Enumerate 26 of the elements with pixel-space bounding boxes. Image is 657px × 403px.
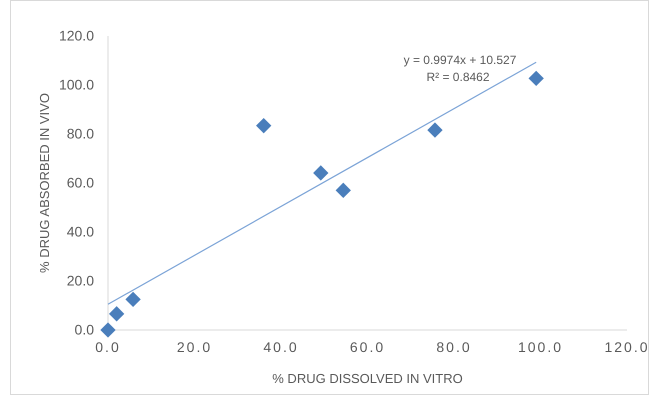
y-tick-label: 100.0 [58,76,94,92]
x-tick-label: 100.0 [518,338,564,355]
x-tick-label: 20.0 [176,338,212,355]
point [427,122,443,138]
point [336,182,351,198]
y-tick-label: 20.0 [66,272,94,288]
point [256,118,272,134]
point [125,292,141,308]
x-tick-label: 40.0 [263,338,299,355]
point [100,322,116,338]
y-axis-title: % DRUG ABSORBED IN VIVO [37,93,52,273]
x-tick-label: 60.0 [350,338,386,355]
annotation: y = 0.9974x + 10.527 [404,53,517,67]
x-tick-label: 80.0 [436,338,472,355]
y-tick-label: 40.0 [66,223,94,240]
x-tick-label: 0.0 [95,338,121,355]
point [108,306,124,322]
annotation: R² = 0.8462 [426,70,490,84]
y-tick-label: 60.0 [66,174,94,190]
point [528,70,544,86]
x-tick-label: 120.0 [604,338,650,355]
y-tick-label: 0.0 [74,321,94,338]
point [313,165,328,181]
y-tick-label: 80.0 [66,125,94,142]
x-axis-title: % DRUG DISSOLVED IN VITRO [272,371,463,386]
y-tick-label: 120.0 [58,27,94,44]
